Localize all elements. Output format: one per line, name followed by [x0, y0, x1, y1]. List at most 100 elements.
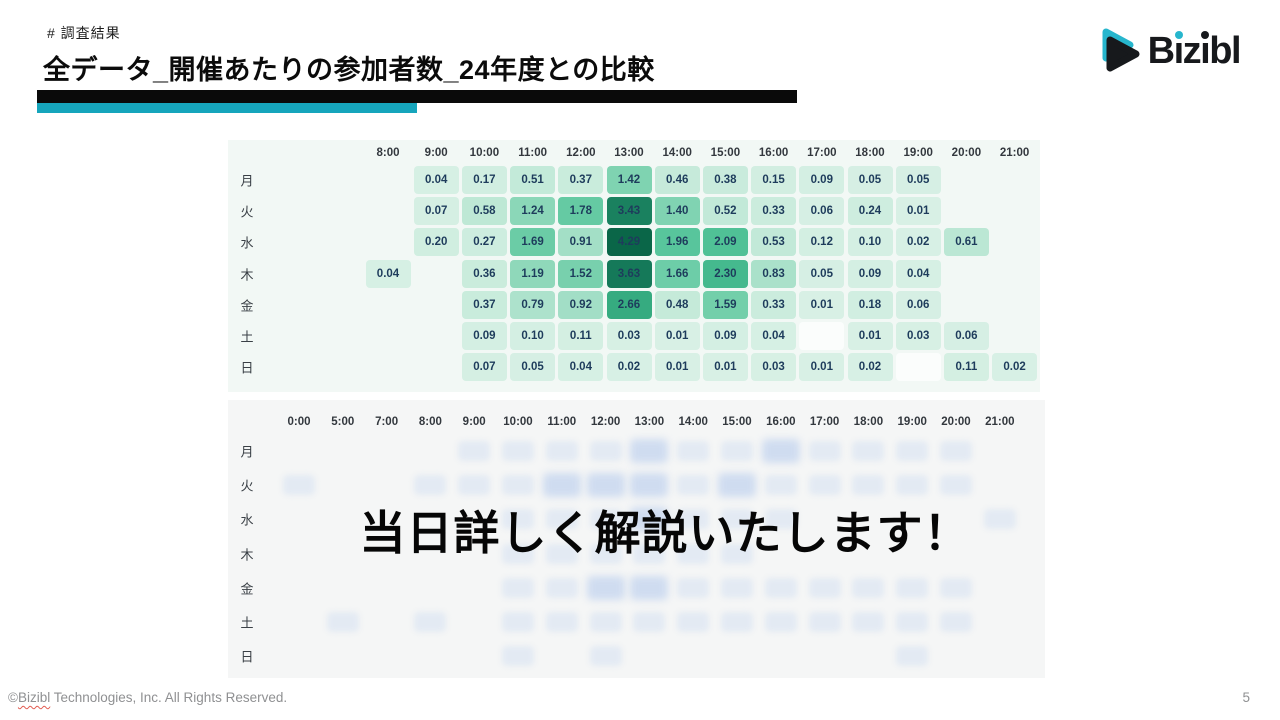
blurred-value-smudge: [589, 509, 622, 530]
heatmap-cell: 4.29: [606, 228, 652, 257]
footer-brand: Bizibl: [17, 690, 51, 705]
blurred-value-smudge: [940, 612, 972, 632]
time-header: 15:00: [722, 416, 752, 428]
page-number: 5: [1242, 690, 1250, 705]
heatmap-cell: 2.30: [702, 259, 748, 288]
heatmap-cell: 0.05: [510, 353, 556, 382]
day-label: 木: [240, 547, 254, 563]
time-header: 20:00: [951, 147, 982, 159]
blurred-value-smudge: [283, 475, 315, 496]
heatmap-cell: 0.92: [558, 290, 604, 319]
heatmap-cell: 0.01: [799, 353, 845, 382]
blurred-value-smudge: [764, 577, 797, 598]
day-label: 日: [240, 360, 254, 376]
logo-letter: b: [1209, 29, 1232, 72]
logo-letter: B: [1147, 29, 1175, 72]
heatmap-cell: 0.11: [943, 353, 989, 382]
blurred-value-smudge: [896, 646, 929, 667]
heatmap-cell: 0.37: [461, 290, 507, 319]
heatmap-cell: 0.09: [799, 166, 845, 194]
time-header: 0:00: [287, 416, 311, 428]
heatmap-cell: 0.02: [847, 353, 893, 382]
time-header: 19:00: [903, 147, 933, 159]
blurred-value-smudge: [589, 441, 622, 461]
blurred-value-smudge: [677, 543, 710, 564]
time-header: 17:00: [809, 416, 840, 428]
heatmap-cell: 1.19: [510, 259, 556, 288]
day-label: 月: [240, 444, 254, 460]
heatmap-cell: 0.79: [510, 290, 556, 319]
heatmap-cell: 0.02: [895, 228, 941, 257]
heatmap-cell: 0.04: [413, 166, 459, 194]
day-label: 木: [240, 267, 254, 283]
day-label: 水: [240, 235, 254, 251]
heatmap-cell: 0.03: [895, 322, 941, 350]
blurred-value-smudge: [502, 577, 534, 598]
heatmap-cell: 0.09: [702, 322, 748, 350]
blurred-value-smudge: [502, 475, 534, 496]
time-header: 16:00: [758, 147, 789, 159]
heatmap-cell: 0.06: [943, 322, 989, 350]
blurred-value-smudge: [545, 612, 578, 632]
blurred-value-smudge: [458, 475, 491, 496]
blurred-value-smudge: [545, 577, 578, 598]
blurred-value-smudge: [502, 646, 534, 667]
blurred-value-smudge: [586, 575, 625, 600]
heatmap-cell: 0.05: [799, 259, 845, 288]
heatmap-cell: 1.96: [654, 228, 700, 257]
heatmap-cell: 0.04: [895, 259, 941, 288]
heatmap-cell: 0.04: [558, 353, 604, 382]
blurred-value-smudge: [542, 473, 581, 498]
day-label: 火: [240, 204, 254, 220]
blurred-value-smudge: [502, 509, 534, 530]
heatmap-cell: 2.66: [606, 290, 652, 319]
heatmap-cell: 1.78: [558, 197, 604, 226]
blurred-value-smudge: [940, 441, 972, 461]
blurred-value-smudge: [852, 612, 885, 632]
heatmap-cell: 0.10: [847, 228, 893, 257]
day-label: 水: [240, 512, 254, 528]
blurred-value-smudge: [545, 509, 578, 530]
blurred-value-smudge: [589, 612, 622, 632]
time-header: 14:00: [678, 416, 708, 428]
heatmap-cell: 0.02: [606, 353, 652, 382]
blurred-value-smudge: [983, 509, 1016, 530]
blurred-value-smudge: [940, 475, 972, 496]
blurred-value-smudge: [586, 473, 625, 498]
heatmap-cell: 0.10: [510, 322, 556, 350]
heatmap-cell: 0.11: [558, 322, 604, 350]
heatmap-cell: 0.03: [751, 353, 797, 382]
time-header: 18:00: [853, 416, 884, 428]
logo-letter: z: [1182, 29, 1202, 72]
heatmap-cell: 0.12: [799, 228, 845, 257]
heatmap-cell: 0.17: [461, 166, 507, 194]
footer-copyright: ©Bizibl Technologies, Inc. All Rights Re…: [8, 690, 287, 705]
section-kicker: # 調査結果: [47, 25, 121, 41]
heatmap-cell: 2.09: [702, 228, 748, 257]
blurred-value-smudge: [721, 441, 753, 461]
heatmap-cell: 0.33: [751, 290, 797, 319]
blurred-value-smudge: [852, 441, 885, 461]
heatmap-cell: 0.24: [847, 197, 893, 226]
blurred-value-smudge: [808, 475, 841, 496]
day-label: 火: [240, 478, 254, 494]
title-underline-black: [37, 90, 797, 103]
blurred-value-smudge: [677, 509, 710, 530]
time-header: 13:00: [634, 416, 665, 428]
heatmap-cell: 0.46: [654, 166, 700, 194]
time-header: 5:00: [331, 416, 355, 428]
blurred-value-smudge: [721, 612, 753, 632]
logo-letter: ı: [1173, 29, 1185, 72]
heatmap-cell: 0.05: [847, 166, 893, 194]
blurred-value-smudge: [630, 473, 669, 498]
time-header: 11:00: [547, 416, 577, 428]
time-header: 10:00: [503, 416, 533, 428]
heatmap-cell-blank: [895, 353, 941, 382]
time-header: 12:00: [566, 147, 596, 159]
heatmap-cell: 0.27: [461, 228, 507, 257]
heatmap-cell: 0.09: [461, 322, 507, 350]
blurred-value-smudge: [502, 612, 534, 632]
time-header: 19:00: [897, 416, 927, 428]
heatmap-cell: 0.07: [461, 353, 507, 382]
time-header: 18:00: [855, 147, 885, 159]
